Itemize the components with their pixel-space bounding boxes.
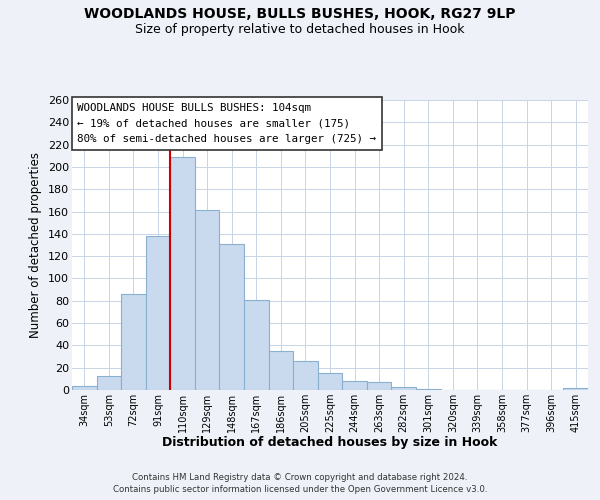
Bar <box>244 300 269 390</box>
Text: Distribution of detached houses by size in Hook: Distribution of detached houses by size … <box>163 436 497 449</box>
Bar <box>293 361 318 390</box>
Y-axis label: Number of detached properties: Number of detached properties <box>29 152 43 338</box>
Text: Contains public sector information licensed under the Open Government Licence v3: Contains public sector information licen… <box>113 486 487 494</box>
Text: Size of property relative to detached houses in Hook: Size of property relative to detached ho… <box>135 22 465 36</box>
Bar <box>195 210 220 390</box>
Bar <box>416 389 440 390</box>
Bar <box>318 374 342 390</box>
Bar <box>269 351 293 390</box>
Bar <box>170 157 195 390</box>
Bar <box>342 381 367 390</box>
Bar <box>563 388 588 390</box>
Text: WOODLANDS HOUSE, BULLS BUSHES, HOOK, RG27 9LP: WOODLANDS HOUSE, BULLS BUSHES, HOOK, RG2… <box>84 8 516 22</box>
Bar <box>72 386 97 390</box>
Text: Contains HM Land Registry data © Crown copyright and database right 2024.: Contains HM Land Registry data © Crown c… <box>132 473 468 482</box>
Bar <box>97 376 121 390</box>
Bar <box>391 386 416 390</box>
Bar <box>220 244 244 390</box>
Text: WOODLANDS HOUSE BULLS BUSHES: 104sqm
← 19% of detached houses are smaller (175)
: WOODLANDS HOUSE BULLS BUSHES: 104sqm ← 1… <box>77 103 376 144</box>
Bar <box>146 236 170 390</box>
Bar <box>367 382 391 390</box>
Bar <box>121 294 146 390</box>
